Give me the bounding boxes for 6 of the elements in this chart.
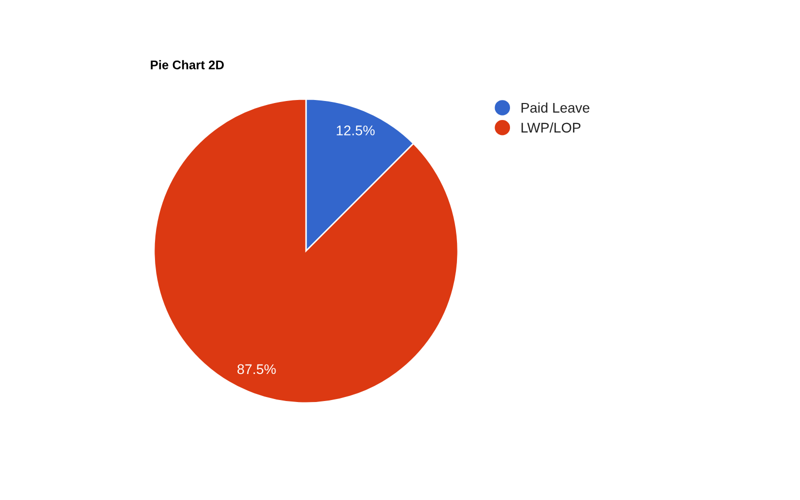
chart-title: Pie Chart 2D (150, 60, 224, 70)
data-label: 87.5% (237, 364, 276, 374)
legend-label: Paid Leave (522, 102, 590, 113)
data-label: 12.5% (336, 126, 375, 136)
legend-label: LWP/LOP (522, 122, 580, 133)
pie-slice (153, 98, 459, 404)
